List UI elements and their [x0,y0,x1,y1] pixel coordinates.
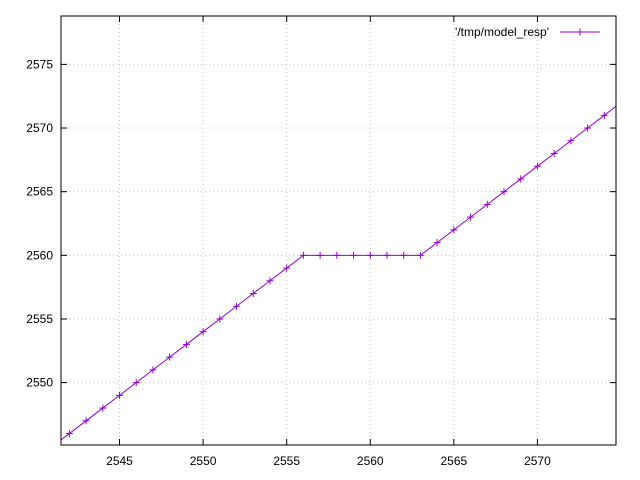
data-point [600,111,608,119]
data-point [283,264,291,272]
y-tick-label: 2565 [26,185,53,199]
y-tick-label: 2560 [26,248,53,262]
data-point [350,251,358,259]
x-tick-label: 2565 [440,454,467,468]
x-tick-label: 2570 [524,454,551,468]
data-point [132,379,140,387]
data-point [149,366,157,374]
x-tick-label: 2555 [273,454,300,468]
data-point [299,251,307,259]
y-tick-label: 2555 [26,312,53,326]
data-point [333,251,341,259]
x-tick-label: 2545 [106,454,133,468]
data-point [182,340,190,348]
data-point [233,302,241,310]
x-tick-label: 2550 [190,454,217,468]
data-point [216,315,224,323]
data-point [416,251,424,259]
grid [61,16,616,445]
data-point [567,137,575,145]
legend-marker-plus [576,28,584,36]
data-point [467,213,475,221]
data-point [483,200,491,208]
series-group [61,105,616,441]
x-tick-label: 2560 [357,454,384,468]
data-point [249,290,257,298]
data-point [199,328,207,336]
data-point [433,239,441,247]
legend: '/tmp/model_resp' [455,25,600,39]
data-point [400,251,408,259]
data-point [450,226,458,234]
y-tick-label: 2550 [26,376,53,390]
data-point [584,124,592,132]
data-point [383,251,391,259]
data-point [316,251,324,259]
data-point [266,277,274,285]
data-point [166,353,174,361]
legend-label: '/tmp/model_resp' [455,25,549,39]
y-tick-label: 2575 [26,57,53,71]
data-point [550,149,558,157]
data-point [366,251,374,259]
y-tick-label: 2570 [26,121,53,135]
data-point [116,391,124,399]
axis-ticks: 2545 2550 2555 2560 2565 2570 2550 2555 2560 2565… [26,16,616,468]
series-line [61,105,616,441]
data-point [65,430,73,438]
plot-frame [60,15,617,446]
data-point [533,162,541,170]
data-point [82,417,90,425]
legend-marker [576,28,584,36]
data-point [99,404,107,412]
data-point [517,175,525,183]
data-point [500,188,508,196]
series [61,105,616,441]
